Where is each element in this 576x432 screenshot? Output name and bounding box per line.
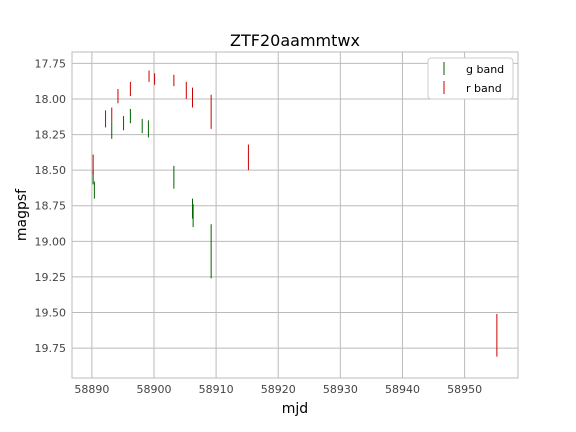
y-axis-label: magpsf: [14, 188, 30, 241]
x-tick-label: 58930: [323, 383, 358, 396]
x-axis-label: mjd: [282, 401, 308, 417]
y-tick-label: 18.75: [35, 200, 67, 213]
x-tick-label: 58890: [74, 383, 109, 396]
y-tick-label: 19.25: [35, 271, 67, 284]
x-tick-label: 58910: [199, 383, 234, 396]
y-tick-label: 19.00: [35, 235, 67, 248]
y-tick-label: 17.75: [35, 57, 67, 70]
x-tick-label: 58940: [385, 383, 420, 396]
y-tick-labels: 17.75 18.00 18.25 18.50 18.75 19.00 19.25 19.50…: [35, 57, 67, 355]
legend-r-band-label: r band: [466, 82, 502, 95]
y-tick-label: 19.50: [35, 307, 67, 320]
legend-box: [427, 57, 514, 100]
y-tick-label: 18.00: [35, 93, 67, 106]
x-tick-label: 58900: [136, 383, 171, 396]
x-tick-labels: 58890 58900 58910 58920 58930 58940 58950: [74, 383, 482, 396]
legend: g band r band: [427, 57, 514, 100]
x-tick-label: 58920: [261, 383, 296, 396]
y-tick-label: 19.75: [35, 342, 67, 355]
plot-area: [72, 52, 518, 378]
y-tick-label: 18.25: [35, 129, 67, 142]
y-tick-label: 18.50: [35, 164, 67, 177]
plot-frame: [71, 51, 519, 379]
x-tick-label: 58950: [447, 383, 482, 396]
legend-g-band-label: g band: [466, 63, 504, 76]
chart-title: ZTF20aammtwx: [230, 31, 360, 50]
data-marks: [92, 70, 498, 357]
grid: [72, 52, 518, 378]
